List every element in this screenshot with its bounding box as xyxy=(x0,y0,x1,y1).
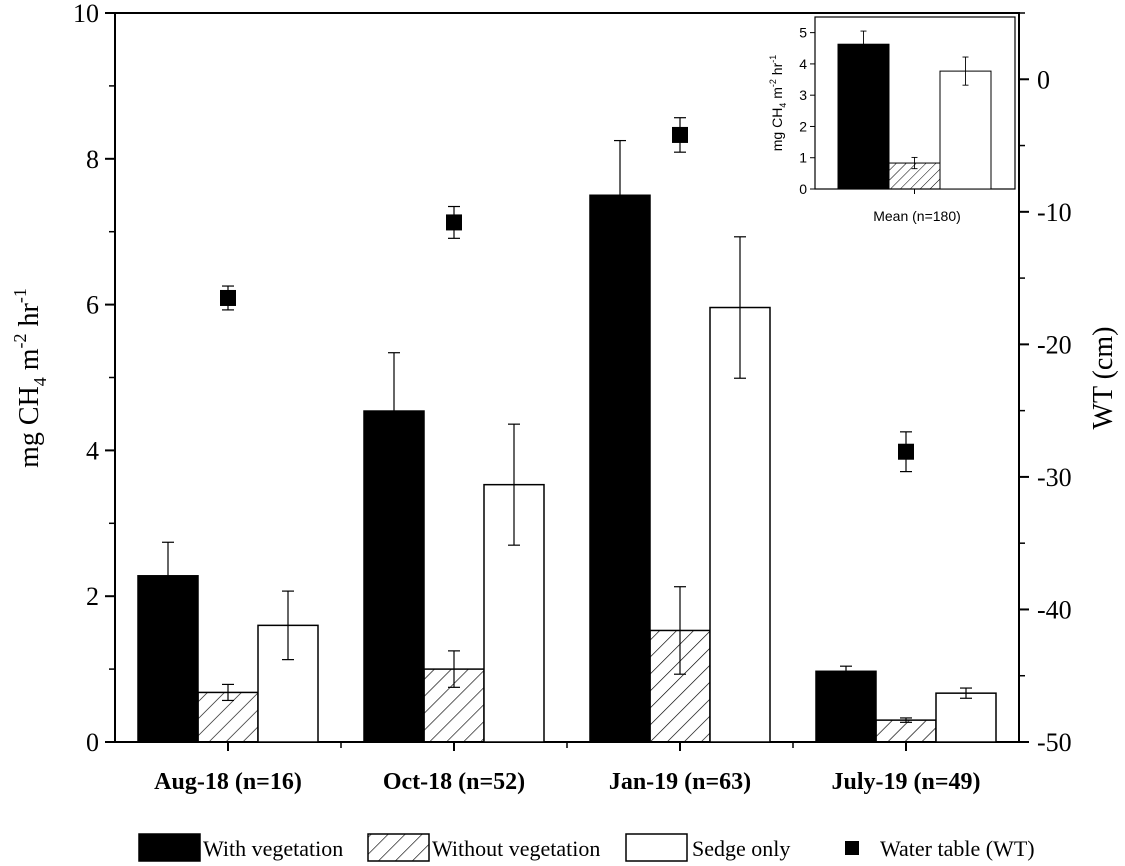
error-bar xyxy=(840,665,852,677)
bar-sedge-only-2 xyxy=(709,306,771,743)
inset-error-bar xyxy=(860,30,867,58)
left-axis-label: mg CH4 m-2 hr-1 xyxy=(10,288,50,468)
water-table-point-1 xyxy=(446,205,462,239)
inset-bar-0 xyxy=(837,43,890,190)
inset-bars xyxy=(837,30,992,190)
legend-label-with-vegetation: With vegetation xyxy=(203,836,343,861)
legend: With vegetation Without vegetation Sedge… xyxy=(138,833,1035,862)
inset-tick-label: 1 xyxy=(799,150,807,166)
error-bar xyxy=(614,139,626,251)
category-label: Jan-19 (n=63) xyxy=(609,769,751,795)
legend-marker-water-table xyxy=(845,841,859,855)
error-bar xyxy=(674,586,686,675)
inset-tick-label: 3 xyxy=(799,87,807,103)
right-tick-label: -40 xyxy=(1037,595,1072,624)
category-label: Aug-18 (n=16) xyxy=(154,769,302,795)
bar-sedge-only-3 xyxy=(935,692,997,743)
error-bar xyxy=(162,541,174,610)
legend-swatch-with-vegetation xyxy=(138,833,201,862)
category-label: Oct-18 (n=52) xyxy=(383,769,525,795)
inset-tick-label: 0 xyxy=(799,181,807,197)
error-bar xyxy=(734,236,746,379)
error-bar xyxy=(508,423,520,546)
left-tick-label: 2 xyxy=(86,582,99,611)
right-axis-label: WT (cm) xyxy=(1088,327,1119,430)
left-tick-label: 0 xyxy=(86,728,99,757)
error-bar xyxy=(388,352,400,470)
left-tick-label: 8 xyxy=(86,145,99,174)
water-table-point-0 xyxy=(220,285,236,311)
left-tick-label: 10 xyxy=(73,0,99,28)
left-tick-label: 6 xyxy=(86,291,99,320)
water-table-point-2 xyxy=(672,117,688,153)
error-bar xyxy=(900,717,912,723)
inset-bar-2 xyxy=(939,70,992,190)
right-axis: 0 -10 -20 -30 -40 -50 xyxy=(1019,12,1072,757)
legend-swatch-without-vegetation xyxy=(367,833,430,862)
right-tick-label: -10 xyxy=(1037,198,1072,227)
inset-tick-label: 4 xyxy=(799,56,807,72)
error-bar xyxy=(960,687,972,699)
legend-label-sedge-only: Sedge only xyxy=(692,836,790,861)
right-tick-label: 0 xyxy=(1037,65,1050,94)
error-bar xyxy=(222,683,234,702)
legend-label-water-table: Water table (WT) xyxy=(880,836,1035,861)
water-table-points xyxy=(220,117,914,473)
right-tick-label: -20 xyxy=(1037,330,1072,359)
legend-label-without-vegetation: Without vegetation xyxy=(432,836,600,861)
category-label: July-19 (n=49) xyxy=(831,769,980,795)
legend-swatch-sedge-only xyxy=(625,833,688,862)
bars-group xyxy=(137,139,997,743)
category-axis: Aug-18 (n=16) Oct-18 (n=52) Jan-19 (n=63) J… xyxy=(154,742,981,795)
right-tick-label: -50 xyxy=(1037,728,1072,757)
right-tick-label: -30 xyxy=(1037,463,1072,492)
left-tick-label: 4 xyxy=(86,436,99,465)
error-bar xyxy=(448,650,460,688)
inset-category-label: Mean (n=180) xyxy=(873,208,961,224)
inset-axis-label: mg CH4 m-2 hr-1 xyxy=(768,55,788,152)
inset-tick-label: 5 xyxy=(799,25,807,41)
left-axis: 0 2 4 6 8 10 xyxy=(73,0,115,757)
bar-without-vegetation-3 xyxy=(875,719,937,743)
inset-tick-label: 2 xyxy=(799,118,807,134)
bar-with-vegetation-3 xyxy=(815,670,877,743)
inset-error-bar xyxy=(962,56,969,86)
inset-error-bar xyxy=(911,156,918,170)
bar-with-vegetation-2 xyxy=(589,194,651,743)
error-bar xyxy=(282,590,294,661)
water-table-point-3 xyxy=(898,431,914,473)
inset-mean-chart: 0 1 2 3 4 5 Mean (n=180) mg CH4 m-2 hr-1 xyxy=(768,16,1016,224)
inset-axis: 0 1 2 3 4 5 xyxy=(799,25,915,197)
